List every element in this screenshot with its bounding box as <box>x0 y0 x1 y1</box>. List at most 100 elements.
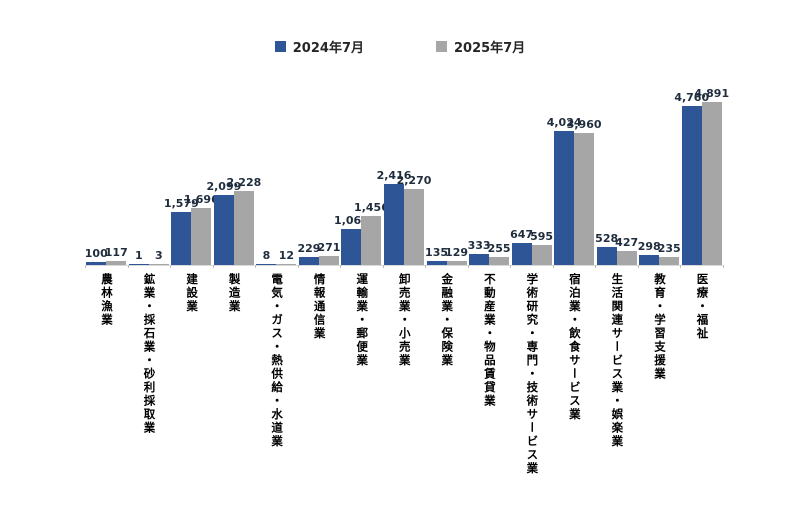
axis-tick-6 <box>340 265 342 268</box>
bar-2024年7月-1 <box>128 264 149 265</box>
value-label-2024年7月-9: 333 <box>467 238 491 252</box>
value-label-2025年7月-5: 271 <box>317 240 341 254</box>
bar-2024年7月-8 <box>426 260 447 265</box>
category-label-1: 鉱業・採石業・砂利採取業 <box>142 273 157 435</box>
value-label-2024年7月-14: 4,760 <box>674 91 710 105</box>
bar-2024年7月-14 <box>681 106 702 265</box>
value-label-2024年7月-1: 1 <box>134 249 143 263</box>
bar-2024年7月-9 <box>469 253 490 265</box>
axis-tick-7 <box>382 265 384 268</box>
value-label-2024年7月-3: 2,099 <box>206 180 242 194</box>
value-label-2024年7月-5: 229 <box>297 242 321 256</box>
category-label-3: 製造業 <box>227 273 242 314</box>
category-label-10: 学術研究・専門・技術サービス業 <box>525 273 540 476</box>
category-label-8: 金融業・保険業 <box>440 273 455 368</box>
category-label-13: 教育・学習支援業 <box>652 273 667 381</box>
value-label-2025年7月-3: 2,228 <box>226 175 262 189</box>
category-label-2: 建設業 <box>185 273 200 314</box>
value-label-2024年7月-13: 298 <box>637 240 661 254</box>
value-label-2025年7月-11: 3,960 <box>566 118 602 132</box>
legend-label-2025: 2025年7月 <box>454 40 526 56</box>
category-labels: 農林漁業 鉱業・採石業・砂利採取業 建設業 製造業 電気・ガス・熱供給・水道業 情報通信業… <box>85 266 723 509</box>
category-label-12: 生活関連サービス業・娯楽業 <box>610 273 625 449</box>
axis-tick-11 <box>552 265 554 268</box>
bar-2024年7月-10 <box>511 243 532 265</box>
bar-2025年7月-3 <box>233 190 254 265</box>
value-label-2025年7月-2: 1,696 <box>183 193 219 207</box>
bar-2025年7月-7 <box>404 189 424 265</box>
bar-2024年7月-5 <box>298 257 319 265</box>
value-label-2024年7月-7: 2,416 <box>376 169 412 183</box>
bar-2025年7月-8 <box>446 260 467 265</box>
value-label-2024年7月-8: 135 <box>425 245 449 259</box>
chart-legend: 2024年7月 2025年7月 <box>0 0 800 56</box>
bar-2024年7月-13 <box>639 255 660 265</box>
axis-tick-3 <box>212 265 214 268</box>
value-label-2025年7月-10: 595 <box>530 230 554 244</box>
value-label-2025年7月-1: 3 <box>154 249 163 263</box>
bar-2025年7月-13 <box>659 257 680 265</box>
legend-label-2024: 2024年7月 <box>292 40 364 56</box>
axis-tick-14 <box>680 265 682 268</box>
bar-2025年7月-1 <box>148 264 169 265</box>
axis-tick-2 <box>170 265 172 268</box>
category-label-4: 電気・ガス・熱供給・水道業 <box>270 273 285 449</box>
category-label-7: 卸売業・小売業 <box>397 273 412 368</box>
value-label-2024年7月-0: 100 <box>84 246 108 260</box>
plot-area: 100 117 1 3 1,579 1,696 2,099 2,228 8 12 229 271 1,0… <box>84 81 729 268</box>
value-label-2024年7月-11: 4,024 <box>546 115 582 129</box>
bar-2024年7月-2 <box>171 212 192 265</box>
category-label-14: 医療・福祉 <box>695 273 710 341</box>
bar-2024年7月-12 <box>596 247 617 265</box>
category-label-0: 農林漁業 <box>100 273 115 327</box>
category-label-11: 宿泊業・飲食サービス業 <box>567 273 582 422</box>
bar-2025年7月-14 <box>701 102 722 265</box>
legend-swatch-2024 <box>274 40 286 52</box>
value-label-2025年7月-13: 235 <box>657 242 681 256</box>
bar-2025年7月-11 <box>574 133 595 265</box>
value-label-2025年7月-8: 129 <box>445 245 469 259</box>
axis-tick-0 <box>85 265 86 268</box>
bar-2024年7月-6 <box>341 229 362 265</box>
value-label-2025年7月-4: 12 <box>278 249 295 263</box>
value-label-2025年7月-14: 4,891 <box>694 87 730 100</box>
value-label-2024年7月-12: 528 <box>595 232 619 246</box>
axis-tick-8 <box>425 265 427 268</box>
bar-2024年7月-0 <box>86 261 107 265</box>
bar-2024年7月-3 <box>213 195 234 265</box>
axis-tick-12 <box>595 265 597 268</box>
axis-tick-9 <box>467 265 469 268</box>
bar-2024年7月-11 <box>554 130 575 265</box>
legend-item-2024: 2024年7月 <box>274 37 364 56</box>
value-label-2025年7月-9: 255 <box>487 241 511 255</box>
axis-tick-5 <box>297 265 299 268</box>
value-label-2025年7月-12: 427 <box>615 235 639 249</box>
value-label-2025年7月-6: 1,456 <box>354 201 389 215</box>
axis-tick-4 <box>255 265 257 268</box>
category-label-9: 不動産業・物品賃貸業 <box>482 273 497 408</box>
category-label-5: 情報通信業 <box>312 273 327 341</box>
axis-tick-13 <box>637 265 639 268</box>
value-label-2024年7月-6: 1,067 <box>334 214 369 228</box>
value-label-2025年7月-0: 117 <box>104 246 128 260</box>
bar-2025年7月-10 <box>531 245 552 265</box>
legend-item-2025: 2025年7月 <box>436 37 525 56</box>
bar-2025年7月-2 <box>191 208 212 265</box>
bar-2025年7月-0 <box>106 261 127 265</box>
bar-2025年7月-4 <box>276 264 297 265</box>
bar-2025年7月-9 <box>489 256 510 265</box>
bar-2024年7月-4 <box>256 264 277 265</box>
value-label-2024年7月-10: 647 <box>510 228 534 242</box>
category-label-6: 運輸業・郵便業 <box>355 273 370 368</box>
value-label-2024年7月-2: 1,579 <box>163 197 199 211</box>
bar-2024年7月-7 <box>384 184 404 265</box>
bar-2025年7月-5 <box>318 255 339 265</box>
value-label-2024年7月-4: 8 <box>262 249 271 263</box>
axis-tick-10 <box>510 265 512 268</box>
axis-tick-1 <box>127 265 129 268</box>
legend-swatch-2025 <box>436 40 447 52</box>
bar-2025年7月-12 <box>616 250 637 265</box>
bar-2025年7月-6 <box>361 216 382 265</box>
value-label-2025年7月-7: 2,270 <box>396 174 432 188</box>
axis-tick-15 <box>723 265 724 268</box>
